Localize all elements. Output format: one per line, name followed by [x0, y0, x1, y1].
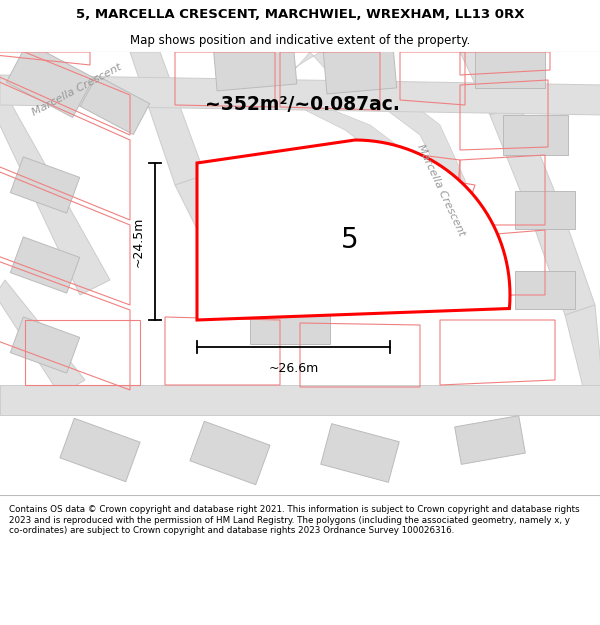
Polygon shape	[0, 280, 85, 395]
Polygon shape	[275, 52, 475, 310]
Polygon shape	[130, 52, 205, 185]
Bar	[272, 215, 367, 275]
Bar	[250, 296, 330, 344]
Text: Contains OS data © Crown copyright and database right 2021. This information is : Contains OS data © Crown copyright and d…	[9, 506, 580, 535]
Polygon shape	[175, 175, 255, 275]
Bar	[10, 317, 80, 373]
Bar	[60, 418, 140, 482]
Polygon shape	[197, 140, 510, 320]
Polygon shape	[565, 305, 600, 415]
Polygon shape	[530, 205, 595, 315]
Text: ~24.5m: ~24.5m	[132, 216, 145, 267]
Polygon shape	[0, 75, 110, 295]
Bar	[515, 191, 575, 229]
Bar	[503, 115, 568, 155]
Bar	[190, 421, 270, 485]
Text: Marcella Crescent: Marcella Crescent	[30, 62, 123, 118]
Polygon shape	[490, 105, 560, 215]
Polygon shape	[0, 385, 600, 415]
Polygon shape	[460, 52, 520, 115]
Bar	[323, 46, 397, 94]
Bar	[213, 39, 297, 91]
Bar	[321, 424, 399, 483]
Text: ~26.6m: ~26.6m	[268, 362, 319, 375]
Polygon shape	[0, 75, 600, 115]
Text: 5: 5	[341, 226, 359, 254]
Bar	[475, 42, 545, 88]
Bar	[515, 271, 575, 309]
Bar	[7, 42, 94, 118]
Bar	[10, 157, 80, 213]
Text: Map shows position and indicative extent of the property.: Map shows position and indicative extent…	[130, 34, 470, 47]
Text: Marcella Crescent: Marcella Crescent	[415, 142, 466, 238]
Bar	[455, 416, 526, 464]
Bar	[80, 76, 150, 134]
Bar	[10, 237, 80, 293]
Text: 5, MARCELLA CRESCENT, MARCHWIEL, WREXHAM, LL13 0RX: 5, MARCELLA CRESCENT, MARCHWIEL, WREXHAM…	[76, 8, 524, 21]
Text: ~352m²/~0.087ac.: ~352m²/~0.087ac.	[205, 96, 400, 114]
